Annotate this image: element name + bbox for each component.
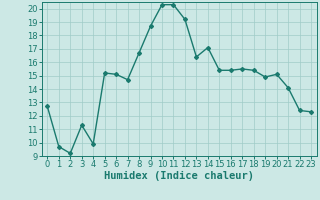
X-axis label: Humidex (Indice chaleur): Humidex (Indice chaleur) [104,171,254,181]
